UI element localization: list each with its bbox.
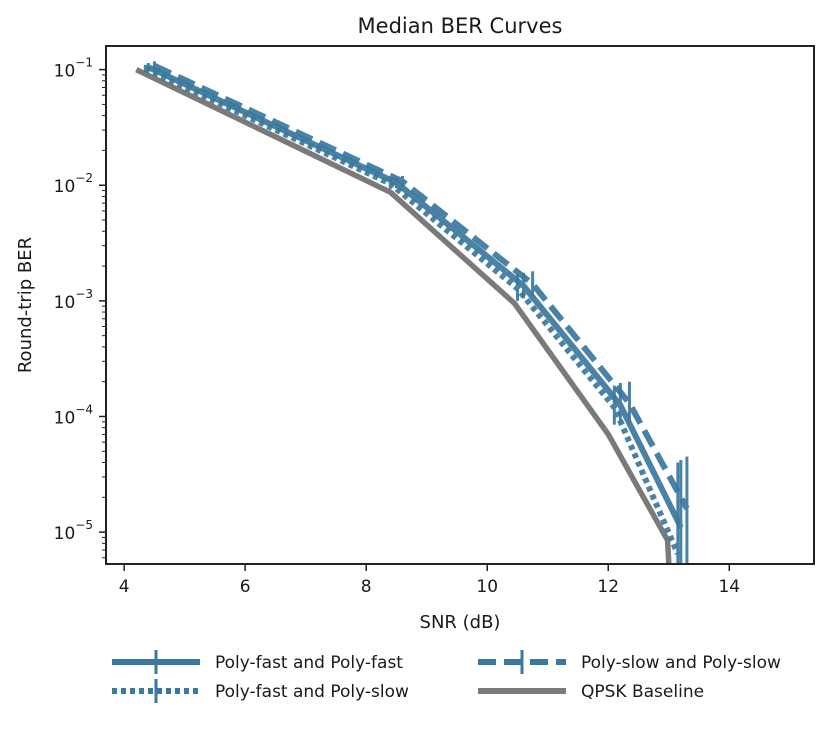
series-0 — [146, 63, 684, 564]
legend-label: Poly-fast and Poly-slow — [215, 682, 409, 702]
data-point — [152, 64, 156, 68]
data-point — [612, 405, 616, 409]
data-point — [388, 182, 392, 186]
data-point — [143, 67, 147, 71]
x-tick-label: 14 — [718, 577, 740, 597]
data-point — [522, 284, 526, 288]
legend-label: Poly-slow and Poly-slow — [581, 653, 781, 673]
y-tick-label: 10−1 — [54, 56, 93, 82]
legend-item: QPSK Baseline — [478, 682, 704, 702]
series-1 — [143, 64, 681, 564]
legend: Poly-fast and Poly-fast Poly-slow and Pol… — [112, 650, 781, 703]
y-tick-label: 10−3 — [54, 287, 93, 313]
series-3 — [135, 67, 672, 564]
series-line — [144, 65, 681, 555]
x-tick-label: 4 — [119, 577, 130, 597]
data-point — [679, 525, 683, 529]
chart-title: Median BER Curves — [358, 14, 563, 38]
series-line — [147, 64, 684, 529]
legend-item: Poly-fast and Poly-slow — [112, 679, 409, 703]
series-line — [135, 67, 672, 564]
legend-item: Poly-fast and Poly-fast — [112, 650, 403, 674]
legend-label: QPSK Baseline — [581, 682, 704, 702]
series-2 — [152, 61, 690, 564]
legend-item: Poly-slow and Poly-slow — [478, 650, 781, 674]
x-tick-label: 6 — [240, 577, 251, 597]
series-line — [153, 62, 690, 510]
y-tick-label: 10−5 — [54, 518, 93, 544]
data-point — [401, 179, 405, 183]
y-tick-label: 10−2 — [54, 171, 93, 197]
data-point — [685, 507, 689, 511]
data-point — [515, 286, 519, 290]
x-tick-label: 12 — [597, 577, 619, 597]
x-tick-label: 10 — [476, 577, 498, 597]
plot-frame — [105, 45, 815, 565]
y-tick-label: 10−4 — [54, 402, 93, 428]
data-point — [627, 401, 631, 405]
data-point — [618, 403, 622, 407]
legend-label: Poly-fast and Poly-fast — [215, 653, 403, 673]
data-point — [531, 282, 535, 286]
data-point — [676, 552, 680, 556]
y-axis-label: Round-trip BER — [15, 237, 36, 373]
x-tick-label: 8 — [361, 577, 372, 597]
x-axis-label: SNR (dB) — [420, 612, 501, 633]
